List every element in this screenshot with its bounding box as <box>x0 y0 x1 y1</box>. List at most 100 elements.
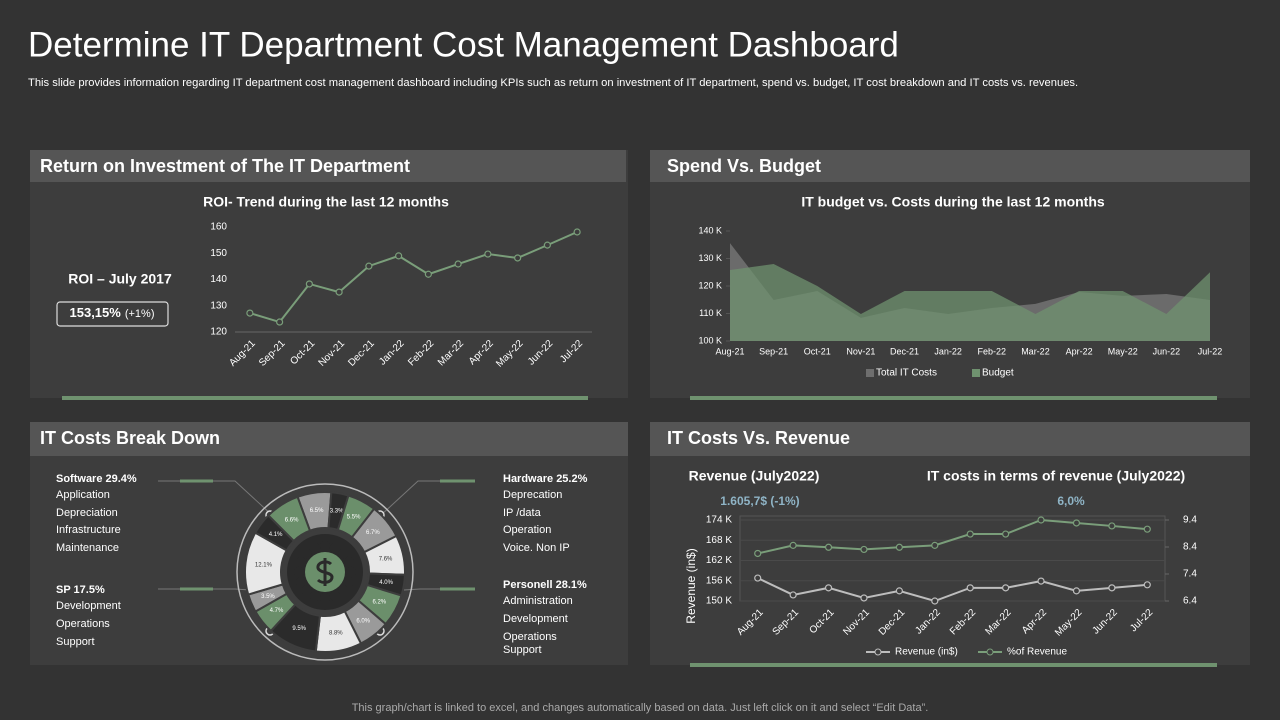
x-tick-label: Jan-22 <box>934 346 962 356</box>
panel-header-bg <box>650 150 1250 182</box>
connector <box>379 480 440 517</box>
kpi-label: ROI – July 2017 <box>68 271 172 287</box>
series-line <box>757 518 1148 555</box>
point <box>276 318 284 326</box>
y-tick-label: 150 <box>210 248 227 259</box>
point <box>514 254 522 262</box>
group-item: IP /data <box>503 507 542 519</box>
point <box>1108 522 1116 530</box>
annotation: 6,0% <box>1057 494 1085 508</box>
series-line <box>757 577 1148 603</box>
point <box>754 549 762 558</box>
segment-label: 6.0% <box>356 618 370 624</box>
panel <box>30 150 628 398</box>
point <box>931 597 939 605</box>
y-tick-label: 120 <box>210 327 227 338</box>
x-tick-label: Dec-21 <box>890 346 919 356</box>
group-item: Support <box>56 636 95 648</box>
point <box>824 584 833 592</box>
point <box>1037 516 1045 524</box>
series-line <box>249 231 578 324</box>
annotation: 1.605,7$ (-1%) <box>720 494 799 508</box>
segment-label: 4.1% <box>269 532 283 538</box>
y-tick-label: 160 <box>210 222 227 233</box>
group-title: Hardware 25.2% <box>503 473 588 485</box>
point <box>895 543 903 551</box>
group-item: Administration <box>503 595 573 607</box>
panel-header: IT Costs Break Down <box>40 428 220 448</box>
y-tick-label: 130 <box>210 300 227 311</box>
point <box>1072 519 1081 527</box>
y2-tick-label: 8.4 <box>1183 542 1197 553</box>
segment-label: 6.5% <box>310 508 324 514</box>
point <box>1002 584 1010 592</box>
segment-label: 6.6% <box>285 517 299 523</box>
panel-header: IT Costs Vs. Revenue <box>667 428 850 448</box>
group-item: Development <box>56 600 121 612</box>
center-icon <box>287 534 363 610</box>
point <box>860 545 868 554</box>
group-item: Voice. Non IP <box>503 542 570 554</box>
group-item: Support <box>503 644 542 656</box>
point <box>246 309 254 317</box>
page-subtitle: This slide provides information regardin… <box>28 77 1078 89</box>
point <box>395 252 403 260</box>
y-tick-label: 110 K <box>699 308 722 318</box>
point <box>931 541 939 549</box>
point <box>484 250 492 258</box>
segment-label: 6.7% <box>366 530 380 536</box>
series-area <box>730 264 1210 341</box>
group-title: SP 17.5% <box>56 584 105 596</box>
point <box>1108 584 1116 592</box>
point <box>789 541 797 549</box>
group-item: Depreciation <box>56 507 118 519</box>
chart-title: ROI- Trend during the last 12 months <box>203 194 449 210</box>
y2-tick-label: 9.4 <box>1183 515 1197 526</box>
footer-note: This graph/chart is linked to excel, and… <box>352 702 929 714</box>
legend-label: Budget <box>982 368 1014 379</box>
kpi-value: 153,15% (+1%) <box>70 305 155 320</box>
group-title: Software 29.4% <box>56 473 137 485</box>
group-item: Application <box>56 489 110 501</box>
x-tick-label: Jun-22 <box>1153 346 1181 356</box>
point <box>966 584 974 592</box>
panel-accent <box>62 396 588 400</box>
y-tick-label: 140 K <box>698 225 722 235</box>
point <box>1002 530 1010 538</box>
point <box>454 260 462 268</box>
point <box>860 594 868 602</box>
group-title: Personell 28.1% <box>503 579 587 591</box>
segment-label: 7.6% <box>379 556 393 562</box>
panel-header-bg <box>30 150 626 182</box>
legend-marker <box>986 648 994 656</box>
chart-title: IT budget vs. Costs during the last 12 m… <box>801 194 1105 210</box>
panel-accent <box>690 396 1217 400</box>
y-tick-label: 156 K <box>706 575 732 586</box>
segment-label: 4.7% <box>270 608 284 614</box>
x-tick-label: Nov-21 <box>846 346 875 356</box>
panel-header: Spend Vs. Budget <box>667 156 821 176</box>
y-tick-label: 174 K <box>706 515 732 526</box>
group-item: Maintenance <box>56 542 119 554</box>
y-tick-label: 130 K <box>698 253 722 263</box>
x-tick-label: Jul-22 <box>1198 346 1223 356</box>
legend-swatch <box>972 369 980 377</box>
point <box>1143 581 1151 589</box>
y-tick-label: 168 K <box>706 535 732 546</box>
group-item: Deprecation <box>503 489 562 501</box>
segment-label: 3.3% <box>330 509 344 515</box>
legend-label: %of Revenue <box>1007 647 1067 658</box>
x-tick-label: Feb-22 <box>978 346 1007 356</box>
point <box>1037 577 1045 585</box>
x-tick-label: Sep-21 <box>759 346 788 356</box>
y-tick-label: 120 K <box>698 280 722 290</box>
panel-header-bg <box>650 422 1250 456</box>
segment-label: 12.1% <box>255 563 273 569</box>
panel <box>650 422 1250 665</box>
group-item: Operations <box>503 631 557 643</box>
point <box>895 587 903 595</box>
group-item: Development <box>503 613 568 625</box>
kpi-number: 153,15% <box>70 305 122 320</box>
y2-tick-label: 6.4 <box>1183 596 1197 607</box>
segment-label: 3.5% <box>261 594 275 600</box>
